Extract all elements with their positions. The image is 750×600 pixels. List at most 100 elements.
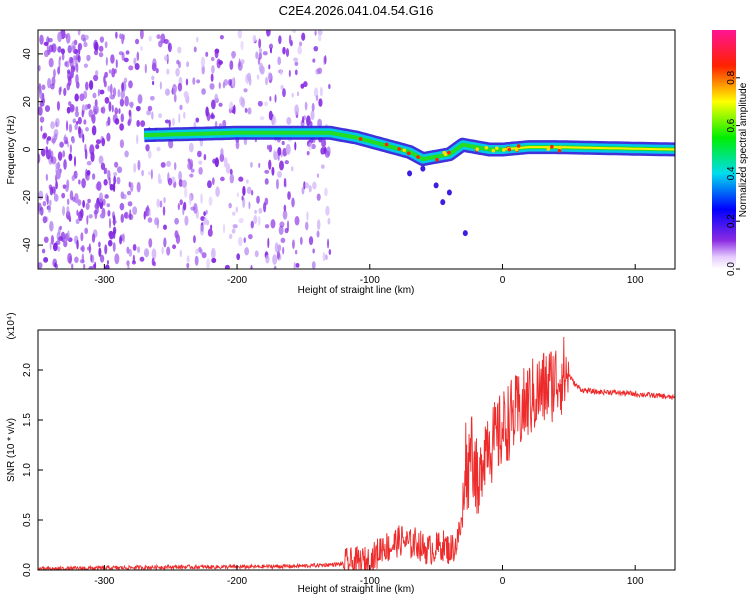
- spectrogram-noise-cell: [193, 46, 197, 53]
- spectrogram-noise-cell: [147, 105, 153, 112]
- spectrogram-noise-cell: [311, 261, 316, 269]
- spectrogram-noise-cell: [218, 82, 221, 90]
- spectrogram-noise-cell: [73, 55, 77, 61]
- spectrogram-noise-cell: [273, 149, 276, 160]
- spectrogram-peak-blob: [447, 150, 451, 155]
- spectrogram-noise-cell: [85, 202, 90, 210]
- spectrogram-noise-cell: [200, 56, 206, 68]
- spectrogram-noise-cell: [147, 149, 152, 159]
- spectrogram-noise-cell: [106, 132, 111, 142]
- spectrogram-noise-cell: [92, 92, 97, 99]
- spectrogram-noise-cell: [311, 143, 316, 150]
- spectrogram-noise-cell: [38, 153, 41, 164]
- spectrogram-noise-cell: [136, 134, 139, 145]
- spectrogram-noise-cell: [228, 202, 232, 209]
- spectrogram-noise-cell: [184, 215, 189, 226]
- spectrogram-noise-cell: [128, 118, 132, 124]
- spectrogram-noise-cell: [39, 34, 44, 45]
- snr-ytick-label: 1.5: [22, 413, 33, 427]
- spectrogram-noise-cell: [145, 206, 151, 217]
- spectrogram-noise-cell: [98, 192, 104, 203]
- spectrogram-noise-cell: [108, 230, 114, 240]
- spectrogram-noise-cell: [206, 112, 211, 122]
- spectrogram-noise-cell: [104, 264, 110, 269]
- spectrogram-noise-cell: [266, 30, 270, 37]
- spectrogram-noise-cell: [163, 197, 166, 204]
- spectrogram-noise-cell: [42, 200, 47, 207]
- spectrogram-noise-cell: [237, 30, 243, 39]
- spectrogram-noise-cell: [256, 195, 260, 204]
- spectrogram-noise-cell: [108, 101, 112, 112]
- spectrogram-noise-cell: [242, 185, 246, 196]
- spectrogram-noise-cell: [196, 79, 201, 84]
- spectrogram-noise-cell: [58, 87, 62, 96]
- spectrogram-peak-blob: [358, 137, 363, 141]
- spectrogram-noise-cell: [299, 236, 303, 245]
- spectrogram-noise-cell: [95, 143, 100, 150]
- spectrogram-noise-cell: [268, 64, 271, 70]
- spectrogram-noise-cell: [145, 144, 150, 152]
- spectrogram-noise-cell: [128, 65, 134, 71]
- colorbar-tick-label: 0.4: [726, 166, 737, 180]
- spectrogram-noise-cell: [112, 226, 117, 235]
- snr-scale-label: (x10⁴): [6, 312, 17, 339]
- spectrogram-noise-cell: [114, 161, 119, 168]
- spectrogram-noise-cell: [200, 193, 203, 205]
- spectrogram-noise-cell: [327, 238, 330, 249]
- spectrogram-noise-cell: [124, 211, 129, 220]
- spectrogram-noise-cell: [49, 241, 52, 250]
- spectrogram-noise-cell: [48, 184, 53, 190]
- spectrogram-peak-blob: [406, 151, 411, 156]
- spectrogram-noise-cell: [210, 73, 214, 82]
- spectrogram-noise-cell: [71, 41, 76, 53]
- spectrogram-noise-cell: [274, 94, 277, 103]
- spectrogram-noise-cell: [147, 217, 153, 223]
- spectrogram-noise-cell: [306, 150, 310, 156]
- spectrogram-noise-cell: [246, 179, 249, 184]
- spectrogram-noise-cell: [61, 192, 66, 199]
- spectrogram-noise-cell: [67, 252, 73, 264]
- spectrogram-ytick-label: -40: [22, 237, 33, 252]
- spectrogram-noise-cell: [120, 113, 125, 123]
- spectrogram-noise-cell: [178, 113, 181, 124]
- spectrogram-noise-cell: [82, 133, 85, 143]
- spectrogram-noise-cell: [231, 77, 235, 88]
- spectrogram-noise-cell: [123, 57, 129, 63]
- spectrogram-noise-cell: [328, 249, 332, 256]
- spectrogram-noise-cell: [223, 157, 228, 168]
- spectrogram-noise-cell: [93, 74, 99, 82]
- spectrogram-noise-cell: [48, 57, 54, 68]
- spectrogram-noise-cell: [45, 146, 49, 153]
- spectrogram-noise-cell: [86, 160, 92, 166]
- spectrogram-noise-cell: [77, 30, 81, 36]
- spectrogram-noise-cell: [62, 205, 66, 216]
- spectrogram-noise-cell: [83, 90, 88, 100]
- spectrogram-noise-cell: [88, 80, 94, 90]
- spectrogram-noise-cell: [57, 246, 61, 252]
- spectrogram-noise-cell: [214, 157, 219, 168]
- spectrogram-noise-cell: [248, 201, 251, 210]
- spectrogram-noise-cell: [104, 71, 108, 78]
- spectrogram-noise-cell: [214, 49, 219, 59]
- spectrogram-noise-cell: [116, 176, 121, 185]
- spectrogram-noise-cell: [295, 262, 300, 268]
- spectrogram-noise-cell: [186, 61, 190, 68]
- spectrogram-noise-cell: [177, 82, 183, 92]
- spectrogram-noise-cell: [254, 250, 259, 258]
- spectrogram-noise-cell: [270, 219, 276, 229]
- spectrogram-noise-cell: [151, 257, 155, 266]
- spectrogram-noise-cell: [211, 65, 215, 74]
- spectrogram-noise-cell: [172, 244, 177, 250]
- spectrogram-noise-cell: [276, 250, 280, 260]
- spectrogram-noise-cell: [68, 101, 72, 106]
- snr-ytick-label: 0.0: [22, 563, 33, 577]
- spectrogram-noise-cell: [324, 187, 328, 197]
- spectrogram-noise-cell: [126, 260, 130, 266]
- spectrogram-noise-cell: [203, 217, 208, 226]
- spectrogram-noise-cell: [306, 211, 309, 221]
- spectrogram-noise-cell: [91, 113, 96, 124]
- spectrogram-noise-cell: [119, 236, 123, 245]
- spectrogram-noise-cell: [173, 162, 177, 171]
- colorbar-tick-label: 0.2: [726, 214, 737, 228]
- spectrogram-noise-cell: [42, 216, 48, 224]
